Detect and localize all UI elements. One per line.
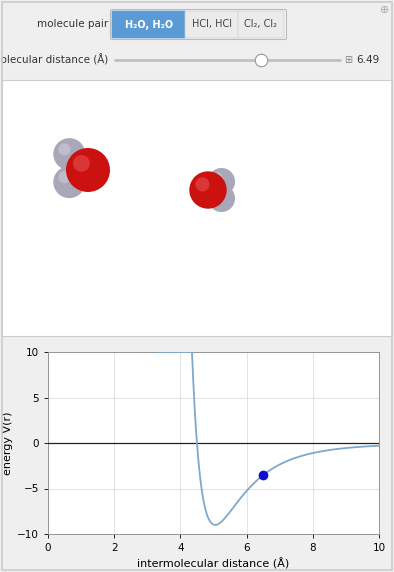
Circle shape <box>53 166 85 198</box>
Circle shape <box>58 171 71 184</box>
Text: ⊞: ⊞ <box>344 55 352 65</box>
FancyBboxPatch shape <box>238 11 284 38</box>
Circle shape <box>208 185 235 212</box>
Circle shape <box>73 155 90 172</box>
FancyBboxPatch shape <box>185 11 239 38</box>
Circle shape <box>212 189 223 200</box>
Circle shape <box>208 168 235 195</box>
Circle shape <box>53 138 85 170</box>
Text: H₂O, H₂O: H₂O, H₂O <box>125 19 173 30</box>
Circle shape <box>58 143 71 156</box>
Circle shape <box>195 177 210 192</box>
Circle shape <box>66 148 110 192</box>
Circle shape <box>212 172 223 182</box>
FancyBboxPatch shape <box>110 10 286 39</box>
Y-axis label: energy V(r): energy V(r) <box>3 411 13 475</box>
Text: HCl, HCl: HCl, HCl <box>192 19 232 30</box>
FancyBboxPatch shape <box>2 80 392 336</box>
Text: ⊕: ⊕ <box>380 5 390 15</box>
Text: 6.49: 6.49 <box>357 55 380 65</box>
Text: intermolecular distance (Å): intermolecular distance (Å) <box>0 54 108 66</box>
Text: molecule pair: molecule pair <box>37 19 108 29</box>
Circle shape <box>189 171 227 209</box>
X-axis label: intermolecular distance (Å): intermolecular distance (Å) <box>138 559 290 570</box>
FancyBboxPatch shape <box>112 11 186 38</box>
Text: Cl₂, Cl₂: Cl₂, Cl₂ <box>245 19 277 30</box>
